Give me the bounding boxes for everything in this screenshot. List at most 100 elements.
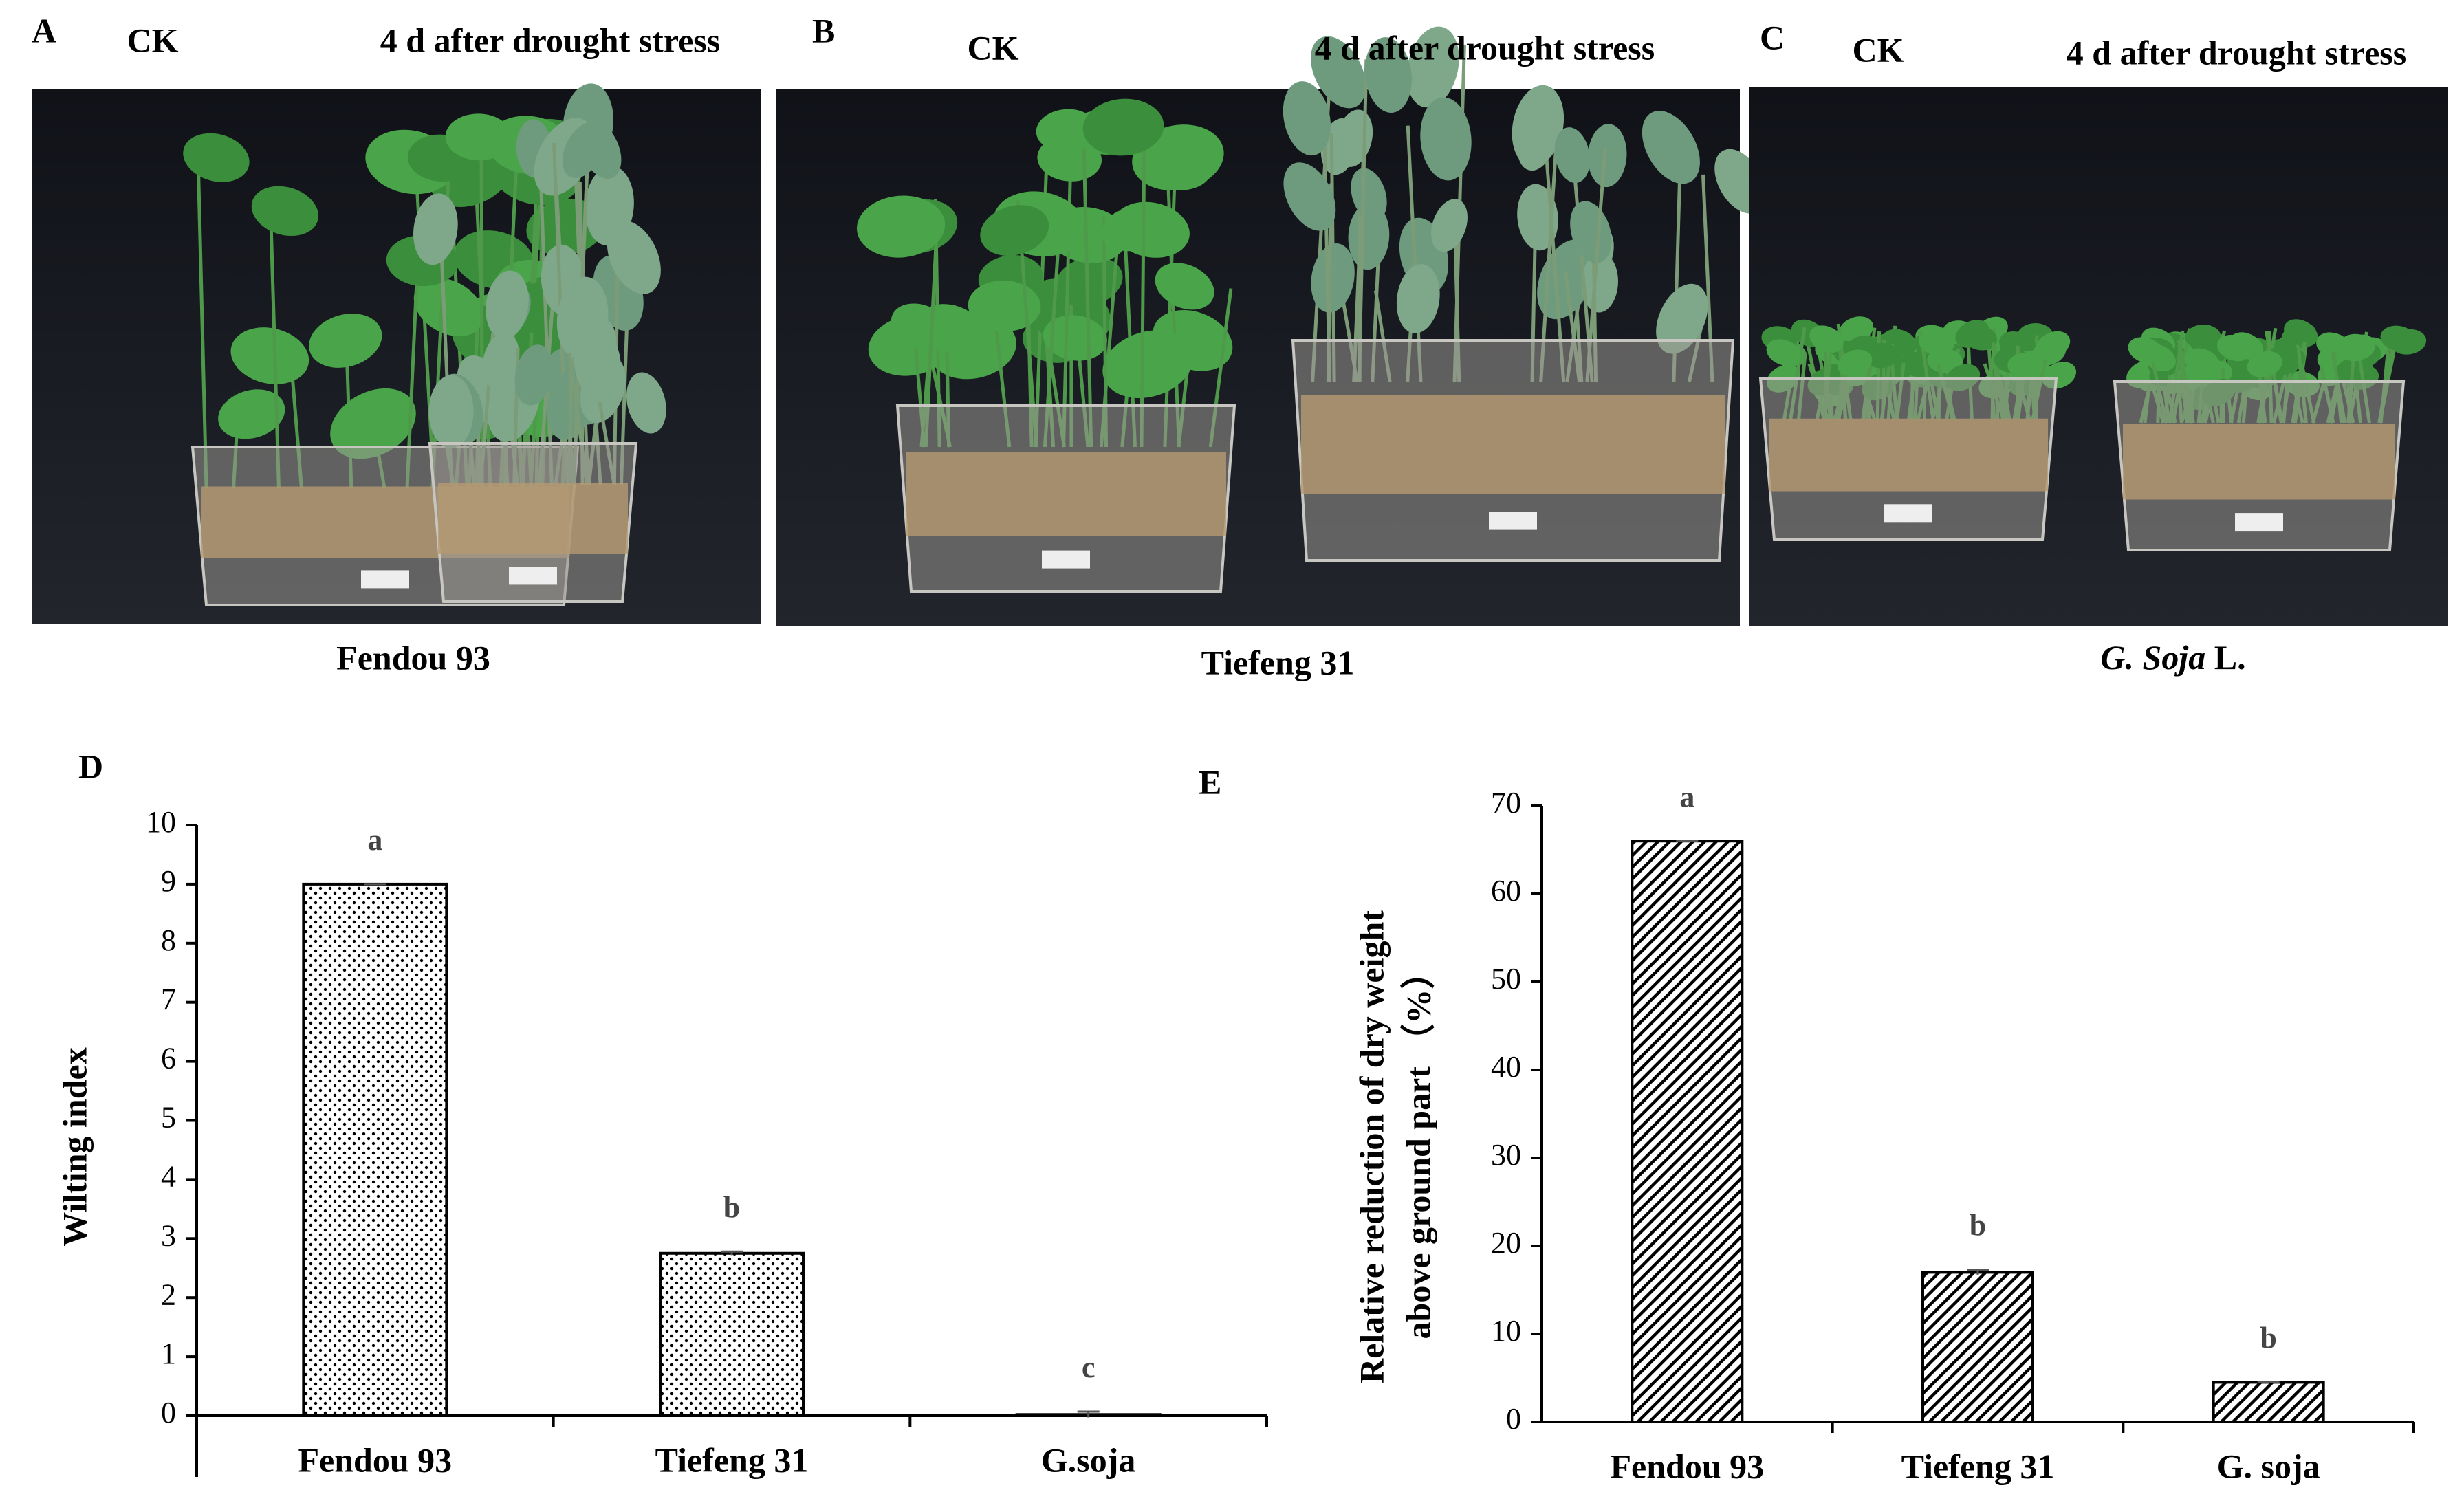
soil — [438, 483, 628, 554]
stem — [1081, 116, 1093, 448]
leaf — [1581, 252, 1618, 313]
stem — [1140, 119, 1146, 448]
panel-letter: B — [812, 11, 835, 50]
leaf — [2284, 319, 2318, 347]
y-tick-label: 30 — [1491, 1138, 1521, 1172]
y-axis-label: above ground part （%） — [1399, 955, 1437, 1339]
x-tick-label: Tiefeng 31 — [655, 1440, 809, 1479]
leaf — [1766, 339, 1801, 366]
leaf — [1919, 330, 1954, 356]
leaf — [1396, 264, 1440, 333]
leaf — [1311, 243, 1355, 313]
y-tick-label: 70 — [1491, 786, 1521, 820]
y-tick-label: 60 — [1491, 874, 1521, 908]
leaf — [574, 325, 622, 402]
x-tick-label: G. soja — [2217, 1447, 2320, 1485]
y-tick-label: 10 — [146, 805, 176, 839]
soil — [2123, 424, 2395, 500]
y-tick-label: 2 — [161, 1278, 176, 1311]
y-tick-label: 4 — [161, 1159, 176, 1193]
leaf — [562, 122, 605, 178]
y-tick-label: 6 — [161, 1042, 176, 1075]
significance-letter: b — [723, 1190, 740, 1224]
leaf — [1809, 325, 1844, 353]
leaf — [1043, 315, 1107, 361]
leaf — [1364, 37, 1412, 113]
significance-letter: b — [1970, 1209, 1986, 1242]
treatment-label: 4 d after drought stress — [1315, 28, 1655, 67]
tray-label — [2235, 513, 2283, 532]
leaf — [413, 278, 484, 337]
leaf — [486, 270, 529, 340]
control-label: CK — [968, 28, 1019, 67]
leaf — [1135, 133, 1213, 190]
y-tick-label: 0 — [1506, 1402, 1521, 1436]
leaf — [1102, 330, 1194, 398]
caption-species: G. Soja — [2100, 638, 2205, 677]
leaf — [2185, 324, 2221, 350]
leaf — [2341, 334, 2376, 362]
bar — [2212, 1381, 2325, 1424]
bar — [1921, 1271, 2034, 1424]
y-tick-label: 9 — [161, 864, 176, 898]
leaf — [626, 372, 666, 434]
x-tick-label: Tiefeng 31 — [1901, 1447, 2055, 1485]
leaf — [1155, 263, 1214, 310]
leaf — [413, 193, 458, 265]
significance-letter: b — [2260, 1321, 2276, 1355]
leaf — [1311, 36, 1366, 109]
x-tick-label: Fendou 93 — [1610, 1447, 1764, 1485]
y-axis-label: Wilting index — [55, 1047, 94, 1246]
significance-letter: a — [367, 823, 382, 857]
soil — [906, 452, 1226, 536]
leaf — [482, 332, 519, 389]
photo — [1749, 87, 2448, 626]
caption-suffix: L. — [2214, 638, 2246, 677]
y-tick-label: 10 — [1491, 1314, 1521, 1348]
panel-letter: D — [78, 747, 103, 785]
leaf — [514, 344, 554, 406]
leaf — [607, 220, 661, 294]
bar — [1631, 840, 1744, 1423]
leaf — [1642, 111, 1700, 184]
x-tick-label: Fendou 93 — [298, 1440, 452, 1479]
stem — [195, 140, 208, 489]
photo — [32, 83, 761, 624]
leaf — [230, 327, 309, 384]
leaf — [1837, 349, 1873, 376]
leaf — [1431, 199, 1468, 252]
tray-label — [1884, 504, 1932, 523]
y-tick-label: 1 — [161, 1337, 176, 1370]
leaf — [1283, 162, 1336, 231]
y-tick-label: 3 — [161, 1218, 176, 1252]
leaf — [1517, 184, 1558, 251]
leaf — [251, 186, 319, 237]
leaf — [1863, 342, 1899, 369]
leaf — [2247, 351, 2282, 377]
soil — [1301, 395, 1725, 494]
control-label: CK — [127, 21, 179, 59]
y-tick-label: 5 — [161, 1101, 176, 1135]
leaf — [1406, 26, 1459, 108]
y-axis-label: Relative reduction of dry weight — [1352, 910, 1391, 1383]
leaf — [2128, 337, 2163, 364]
tray-label — [361, 570, 409, 589]
stem — [1406, 125, 1423, 382]
leaf — [2229, 332, 2264, 360]
leaf — [980, 205, 1049, 256]
x-tick-label: G.soja — [1041, 1440, 1136, 1479]
tray-label — [509, 567, 557, 585]
leaf — [1656, 283, 1708, 354]
y-tick-label: 50 — [1491, 962, 1521, 996]
significance-letter: c — [1082, 1350, 1095, 1384]
control-label: CK — [1853, 30, 1904, 69]
leaf — [2184, 348, 2220, 375]
leaf — [1283, 81, 1331, 156]
leaf — [1588, 124, 1627, 188]
leaf — [183, 133, 250, 182]
leaf — [1101, 207, 1162, 252]
leaf — [1082, 98, 1164, 156]
photo-caption: Fendou 93 — [336, 638, 490, 677]
leaf — [309, 314, 382, 368]
